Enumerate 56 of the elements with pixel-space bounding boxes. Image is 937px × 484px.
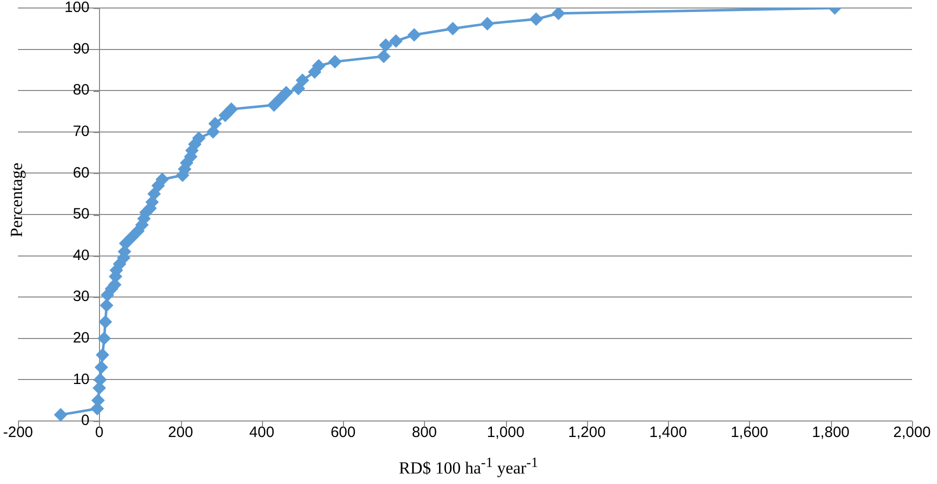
point (380, 38, 392, 52)
x-tick-label: 200 (168, 424, 194, 442)
point (408, 28, 420, 42)
point (268, 98, 280, 112)
point (126, 230, 138, 244)
point (280, 86, 292, 99)
x-tick-label: 1,600 (730, 424, 768, 442)
x-tick-label: 1,800 (812, 424, 850, 442)
point (481, 17, 494, 30)
point (54, 408, 67, 421)
point (148, 188, 160, 200)
point (390, 34, 402, 48)
y-tick-label: 90 (72, 40, 90, 58)
point (328, 55, 342, 68)
y-axis-title: Percentage (7, 162, 27, 240)
point (119, 237, 132, 250)
y-tick-label: 30 (72, 288, 90, 306)
point (292, 82, 305, 95)
x-axis-title: RD$ 100 ha$^{-1}$ year$^{-1}$ (398, 455, 540, 479)
y-tick-label: 100 (64, 0, 90, 16)
x-tick-label: 1,400 (649, 424, 687, 442)
point (96, 348, 109, 362)
y-tick-label: 50 (72, 206, 90, 223)
y-tick-label: 80 (72, 82, 90, 99)
point (206, 126, 220, 138)
point (225, 102, 238, 116)
x-tick-label: 400 (249, 424, 274, 442)
point (377, 50, 390, 63)
x-tick-label: 1,200 (568, 424, 606, 442)
y-tick-label: 20 (72, 330, 90, 347)
point (192, 132, 206, 144)
point (94, 373, 106, 386)
y-tick-label: 40 (72, 246, 90, 264)
point (552, 8, 565, 20)
point (208, 117, 222, 130)
point (156, 173, 169, 186)
point (100, 299, 113, 312)
point (530, 12, 542, 26)
y-tick-label: 0 (81, 412, 90, 430)
x-tick-label: 800 (412, 424, 437, 442)
point (99, 316, 112, 328)
point (98, 332, 110, 345)
y-tick-label: 10 (72, 370, 90, 388)
point (219, 109, 232, 122)
x-tick-label: 0 (95, 424, 104, 442)
point (446, 22, 460, 35)
y-tick-label: 70 (72, 123, 90, 140)
x-tick-label: 2,000 (893, 424, 931, 442)
y-tick-label: 60 (72, 164, 90, 182)
x-tick-label: -200 (2, 424, 34, 442)
point (274, 92, 286, 106)
x-tick-label: 600 (330, 424, 356, 442)
x-tick-label: 1,000 (486, 424, 524, 442)
point (95, 361, 108, 374)
point (296, 74, 309, 87)
point (312, 60, 325, 72)
